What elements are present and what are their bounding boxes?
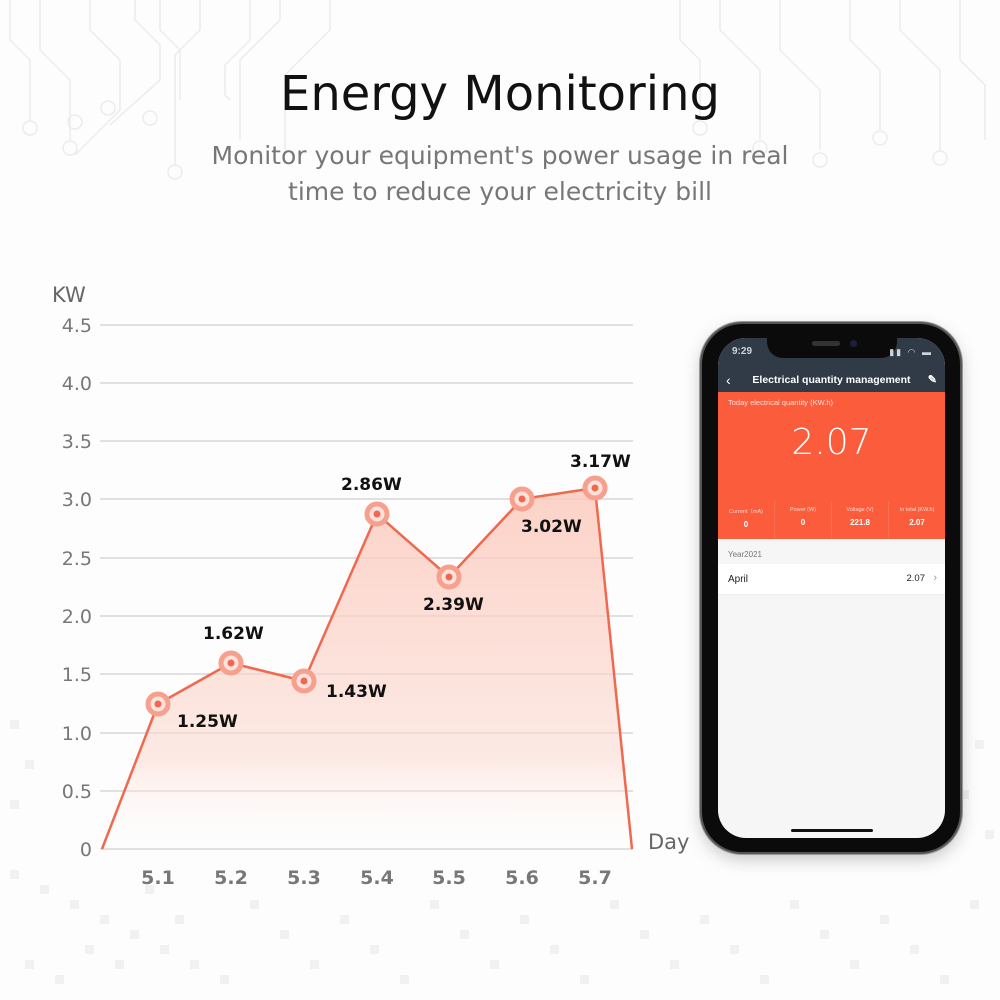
stat-label: Voltage (V)	[846, 507, 874, 513]
stats-row: Current（mA) 0 Power (W) 0 Voltage (V) 22…	[718, 501, 945, 539]
y-tick: 0.5	[62, 781, 92, 803]
data-label: 2.86W	[341, 475, 402, 495]
stat-label: Current（mA)	[729, 509, 763, 515]
stat-power: Power (W) 0	[774, 501, 831, 539]
x-tick: 5.7	[578, 867, 612, 889]
today-summary-card: Today electrical quantity (KW.h) 2.07 Cu…	[718, 392, 945, 539]
back-icon[interactable]: ‹	[726, 372, 731, 388]
signal-wifi-battery-icons: ▮▮ ◠ ▬	[889, 347, 933, 357]
subtitle-line-2: time to reduce your electricity bill	[288, 177, 712, 206]
month-value: 2.07	[906, 573, 926, 584]
data-labels: 1.25W 1.62W 1.43W 2.86W 2.39W 3.02W 3.17…	[177, 452, 631, 732]
stat-value: 0	[743, 520, 749, 529]
y-tick: 2.5	[62, 548, 92, 570]
phone-screen: 9:29 ▮▮ ◠ ▬ ‹ Electrical quantity manage…	[718, 338, 945, 838]
year-header: Year2021	[728, 550, 762, 559]
page-title: Energy Monitoring	[280, 66, 720, 122]
stat-value: 221.8	[849, 518, 871, 527]
stat-total: In total (KW.h) 2.07	[888, 501, 945, 539]
data-label: 3.02W	[521, 517, 582, 537]
month-list-item[interactable]: April 2.07 ›	[718, 564, 945, 595]
y-tick: 2.0	[62, 606, 92, 628]
status-time: 9:29	[732, 346, 753, 357]
x-tick: 5.5	[432, 867, 466, 889]
data-point-marker	[509, 486, 535, 512]
today-label: Today electrical quantity (KW.h)	[728, 398, 834, 407]
chevron-right-icon: ›	[933, 572, 937, 584]
x-tick: 5.1	[141, 867, 175, 889]
today-value: 2.07	[791, 422, 872, 463]
y-tick: 4.5	[62, 315, 92, 337]
stat-value: 0	[800, 518, 806, 527]
x-axis-ticks: 5.1 5.2 5.3 5.4 5.5 5.6 5.7	[141, 867, 612, 889]
edit-icon[interactable]: ✎	[927, 374, 937, 386]
stat-current: Current（mA) 0	[718, 501, 774, 539]
y-tick: 3.0	[62, 489, 92, 511]
y-tick: 3.5	[62, 431, 92, 453]
y-tick: 1.0	[62, 723, 92, 745]
notch	[766, 338, 897, 358]
data-label: 1.43W	[326, 682, 387, 702]
y-tick: 1.5	[62, 664, 92, 686]
camera	[849, 340, 857, 347]
home-indicator	[790, 829, 873, 832]
subtitle-line-1: Monitor your equipment's power usage in …	[211, 141, 789, 170]
data-point-marker	[364, 501, 390, 527]
nav-title: Electrical quantity management	[752, 374, 911, 386]
y-axis-ticks: 4.5 4.0 3.5 3.0 2.5 2.0 1.5 1.0 0.5 0	[62, 315, 92, 861]
area-fill	[102, 488, 632, 849]
phone-mockup: 9:29 ▮▮ ◠ ▬ ‹ Electrical quantity manage…	[702, 324, 960, 852]
x-tick: 5.4	[360, 867, 394, 889]
data-point-marker	[218, 650, 244, 676]
stat-voltage: Voltage (V) 221.8	[831, 501, 888, 539]
data-label: 3.17W	[570, 452, 631, 472]
y-tick: 4.0	[62, 373, 92, 395]
nav-bar: ‹ Electrical quantity management ✎	[718, 368, 945, 392]
y-axis-unit: KW	[52, 283, 86, 307]
stat-label: In total (KW.h)	[899, 507, 935, 513]
stat-label: Power (W)	[790, 507, 816, 513]
status-bar: 9:29 ▮▮ ◠ ▬	[718, 338, 945, 368]
data-point-marker	[145, 691, 171, 717]
x-axis-unit: Day	[648, 830, 689, 854]
speaker	[811, 341, 840, 346]
data-point-marker	[436, 564, 462, 590]
x-tick: 5.3	[287, 867, 321, 889]
page-subtitle: Monitor your equipment's power usage in …	[0, 138, 1000, 210]
data-label: 1.25W	[177, 712, 238, 732]
month-name: April	[728, 574, 749, 585]
data-point-marker	[582, 475, 608, 501]
data-points	[145, 475, 608, 717]
stat-value: 2.07	[909, 518, 925, 527]
y-tick: 0	[80, 839, 92, 861]
data-label: 2.39W	[423, 595, 484, 615]
x-tick: 5.6	[505, 867, 539, 889]
data-label: 1.62W	[203, 624, 264, 644]
data-point-marker	[291, 668, 317, 694]
x-tick: 5.2	[214, 867, 248, 889]
